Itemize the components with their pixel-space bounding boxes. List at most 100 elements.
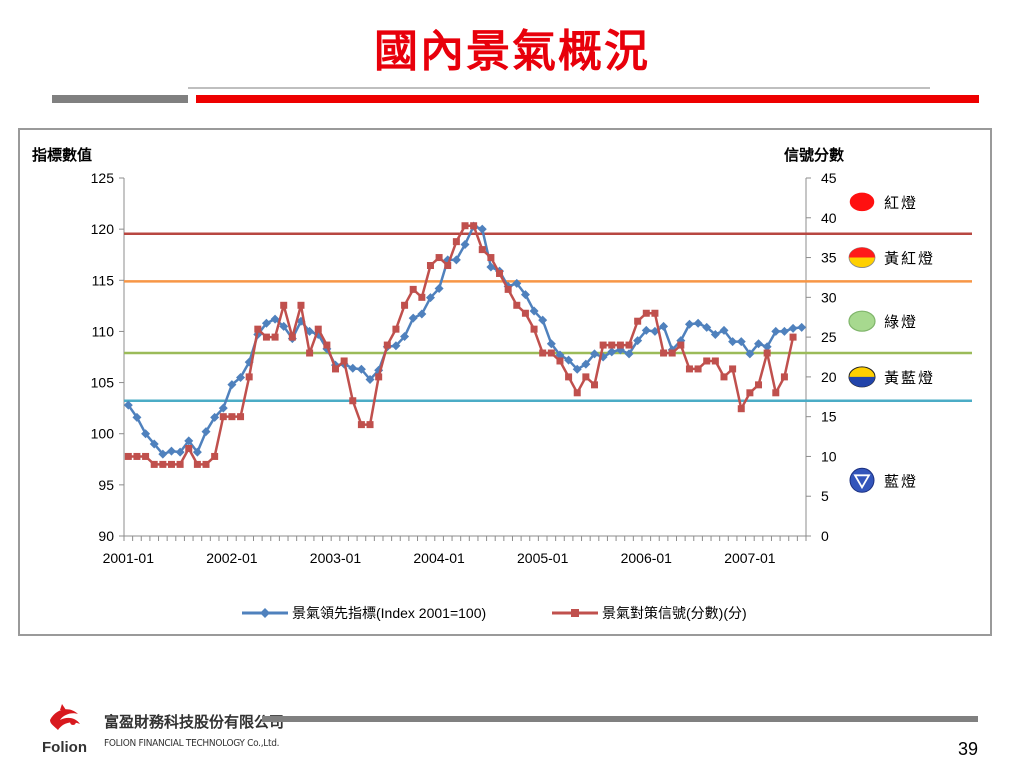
signal-score-point (642, 309, 650, 317)
signal-score-point (504, 285, 512, 293)
leading-index-point (175, 447, 185, 457)
signal-score-point (245, 373, 253, 381)
leading-index-point (486, 262, 496, 272)
signal-score-point (729, 365, 737, 373)
left-tick-label: 115 (92, 272, 115, 288)
signal-score-point (392, 325, 400, 333)
right-tick-label: 15 (821, 409, 837, 425)
leading-index-point (546, 339, 556, 349)
signal-score-point (288, 333, 296, 341)
legend-marker-leading (260, 608, 270, 618)
title-underline-red (196, 95, 979, 103)
right-tick-label: 10 (821, 448, 837, 464)
leading-index-point (348, 363, 358, 373)
x-tick-label: 2004-01 (413, 550, 465, 566)
green-light-icon (848, 310, 876, 332)
signal-score-point (185, 444, 193, 452)
leading-index-point (581, 359, 591, 369)
signal-score-point (409, 285, 417, 293)
signal-score-point (711, 357, 719, 365)
signal-score-point (582, 373, 590, 381)
folion-logo-icon: Folion (42, 704, 87, 756)
signal-score-point (176, 460, 184, 468)
signal-score-point (314, 325, 322, 333)
signal-score-point (124, 452, 132, 460)
signal-score-point (530, 325, 538, 333)
leading-index-point (797, 322, 807, 332)
leading-index-point (719, 325, 729, 335)
right-tick-label: 20 (821, 369, 837, 385)
leading-index-point (132, 412, 142, 422)
leading-index-point (236, 372, 246, 382)
signal-score-point (306, 349, 314, 357)
signal-score-point (496, 269, 504, 277)
signal-score-point (737, 405, 745, 413)
left-tick-label: 100 (91, 426, 115, 442)
signal-score-point (332, 365, 340, 373)
series-line-1 (128, 224, 795, 466)
blue-light-icon (849, 467, 875, 493)
x-tick-label: 2003-01 (310, 550, 362, 566)
signal-score-point (357, 421, 365, 429)
signal-score-point (202, 460, 210, 468)
leading-index-point (123, 400, 133, 410)
signal-score-point (383, 341, 391, 349)
signal-score-point (513, 301, 521, 309)
leading-index-point (659, 321, 669, 331)
signal-score-point (685, 365, 693, 373)
leading-index-point (624, 349, 634, 359)
signal-score-point (340, 357, 348, 365)
x-tick-label: 2005-01 (517, 550, 569, 566)
signal-score-point (461, 222, 469, 230)
signal-score-point (634, 317, 642, 325)
leading-index-point (564, 355, 574, 365)
left-tick-label: 95 (98, 477, 114, 493)
leading-index-point (227, 380, 237, 390)
legend-marker-signal (571, 609, 579, 617)
signal-score-point (703, 357, 711, 365)
signal-score-point (608, 341, 616, 349)
leading-index-point (201, 427, 211, 437)
leading-index-point (512, 278, 522, 288)
company-name-en: FOLION FINANCIAL TECHNOLOGY Co.,Ltd. (104, 738, 280, 749)
signal-legend-label: 紅燈 (884, 194, 918, 212)
page-title: 國內景氣概況 (374, 26, 650, 77)
x-tick-label: 2001-01 (103, 550, 155, 566)
signal-legend-label: 綠燈 (884, 313, 918, 331)
signal-score-point (677, 341, 685, 349)
signal-score-point (444, 262, 452, 270)
signal-score-point (280, 301, 288, 309)
signal-score-point (219, 413, 227, 421)
signal-score-point (599, 341, 607, 349)
leading-index-point (589, 349, 599, 359)
signal-score-point (323, 341, 331, 349)
leading-index-point (693, 318, 703, 328)
yellow-red-light-icon (848, 247, 876, 268)
signal-score-point (720, 373, 728, 381)
leading-index-point (728, 337, 738, 347)
footer-rule (262, 716, 978, 722)
signal-score-point (401, 301, 409, 309)
leading-index-point (754, 339, 764, 349)
leading-index-point (184, 436, 194, 446)
leading-index-point (641, 325, 651, 335)
economic-indicator-chart: 90 95 100 105 110 115 120 125 0 5 10 15 20 25 30 35 40 45… (32, 146, 972, 621)
leading-index-point (270, 314, 280, 324)
signal-score-point (254, 325, 262, 333)
leading-index-point (684, 319, 694, 329)
signal-score-point (625, 341, 633, 349)
leading-index-point (425, 293, 435, 303)
signal-score-point (651, 309, 659, 317)
signal-score-point (211, 452, 219, 460)
left-tick-label: 105 (91, 375, 115, 391)
leading-index-point (149, 439, 159, 449)
legend-label-leading: 景氣領先指標(Index 2001=100) (292, 605, 486, 621)
signal-score-point (426, 262, 434, 270)
signal-score-point (237, 413, 245, 421)
leading-index-point (633, 336, 643, 346)
leading-index-point (788, 323, 798, 333)
leading-index-point (166, 446, 176, 456)
page-number: 39 (958, 739, 979, 759)
signal-score-point (694, 365, 702, 373)
leading-index-point (279, 321, 289, 331)
